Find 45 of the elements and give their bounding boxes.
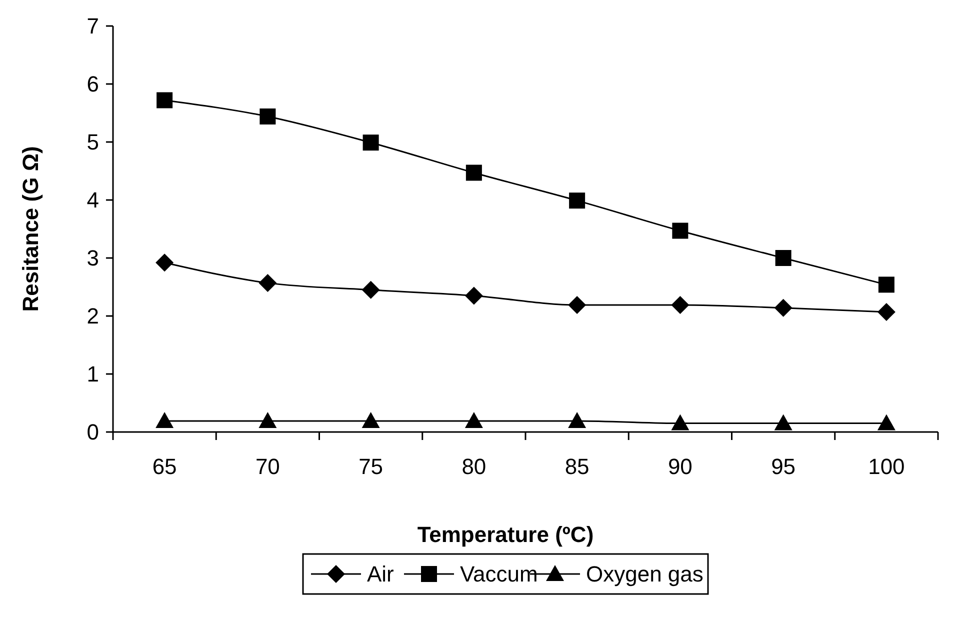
point xyxy=(774,298,792,317)
point xyxy=(156,412,174,428)
legend-label: Oxygen gas xyxy=(586,562,704,587)
y-tick-label: 1 xyxy=(86,362,99,387)
y-tick-label: 2 xyxy=(86,304,99,329)
y-axis-title: Resitance (G Ω) xyxy=(18,146,43,312)
x-tick-label: 90 xyxy=(668,454,692,479)
y-tick-label: 3 xyxy=(86,246,99,271)
x-tick-label: 65 xyxy=(152,454,177,479)
x-tick-label: 95 xyxy=(771,454,796,479)
point xyxy=(258,412,277,428)
y-tick-label: 0 xyxy=(86,420,99,445)
y-tick-label: 4 xyxy=(86,188,99,213)
point xyxy=(877,414,896,430)
point xyxy=(671,414,690,430)
point xyxy=(672,222,688,239)
x-tick-label: 85 xyxy=(564,454,590,479)
x-tick-label: 100 xyxy=(868,454,905,479)
point xyxy=(260,108,276,124)
x-axis-title: Temperature (ºC) xyxy=(417,522,594,547)
point xyxy=(464,412,483,428)
point xyxy=(362,134,379,151)
y-tick-label: 6 xyxy=(86,72,99,97)
point xyxy=(156,92,173,108)
x-tick-label: 70 xyxy=(255,454,280,479)
point xyxy=(362,280,380,299)
point xyxy=(774,414,792,430)
point xyxy=(878,276,894,293)
point xyxy=(568,296,586,314)
x-tick-label: 75 xyxy=(358,454,384,479)
point xyxy=(877,302,896,321)
point xyxy=(568,412,586,428)
point xyxy=(569,192,586,209)
x-tick-label: 80 xyxy=(462,454,486,479)
legend-label: Vaccum xyxy=(460,562,538,587)
point xyxy=(775,250,792,266)
y-tick-label: 7 xyxy=(86,14,99,39)
point xyxy=(464,286,483,305)
point xyxy=(362,412,380,428)
point xyxy=(258,274,277,292)
y-tick-label: 5 xyxy=(86,130,99,155)
legend-label: Air xyxy=(367,562,394,587)
point xyxy=(156,254,174,272)
point xyxy=(466,164,482,181)
point xyxy=(671,296,690,314)
